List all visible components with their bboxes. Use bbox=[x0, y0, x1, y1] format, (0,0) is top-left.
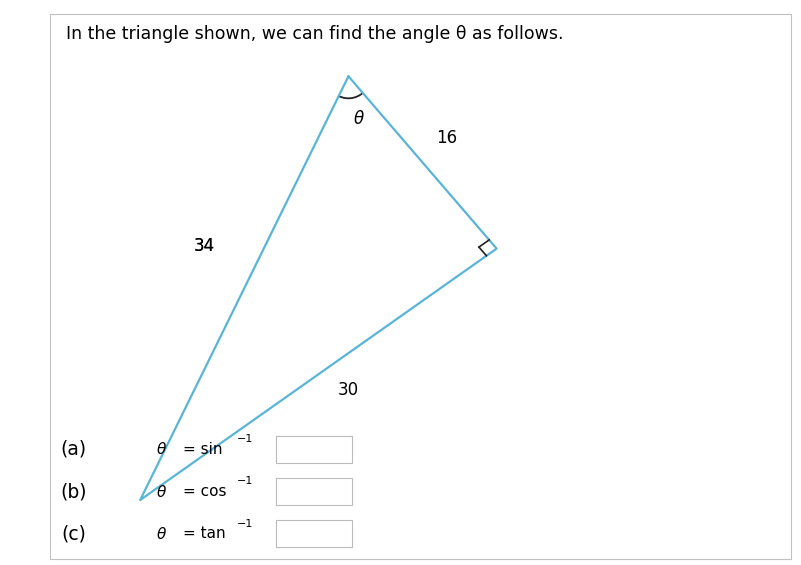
Text: = cos: = cos bbox=[183, 484, 226, 499]
Text: (c): (c) bbox=[61, 524, 87, 544]
Bar bbox=[276, 520, 352, 547]
Bar bbox=[276, 436, 352, 463]
Text: −1: −1 bbox=[237, 434, 253, 444]
Bar bbox=[276, 478, 352, 505]
Text: In the triangle shown, we can find the angle θ as follows.: In the triangle shown, we can find the a… bbox=[66, 25, 563, 44]
Text: 34: 34 bbox=[194, 237, 215, 255]
Text: $\theta$: $\theta$ bbox=[353, 110, 364, 128]
Text: (a): (a) bbox=[61, 440, 87, 459]
Text: −1: −1 bbox=[237, 519, 253, 529]
Text: = sin: = sin bbox=[183, 442, 222, 457]
Text: 34: 34 bbox=[194, 237, 215, 255]
Text: (b): (b) bbox=[60, 482, 87, 501]
Text: 30: 30 bbox=[338, 381, 359, 399]
Text: $\theta$: $\theta$ bbox=[156, 526, 167, 542]
Text: $\theta$: $\theta$ bbox=[156, 484, 167, 499]
Text: $\theta$: $\theta$ bbox=[156, 441, 167, 457]
Text: −1: −1 bbox=[237, 476, 253, 486]
Text: 16: 16 bbox=[437, 129, 457, 147]
Text: = tan: = tan bbox=[183, 527, 225, 541]
